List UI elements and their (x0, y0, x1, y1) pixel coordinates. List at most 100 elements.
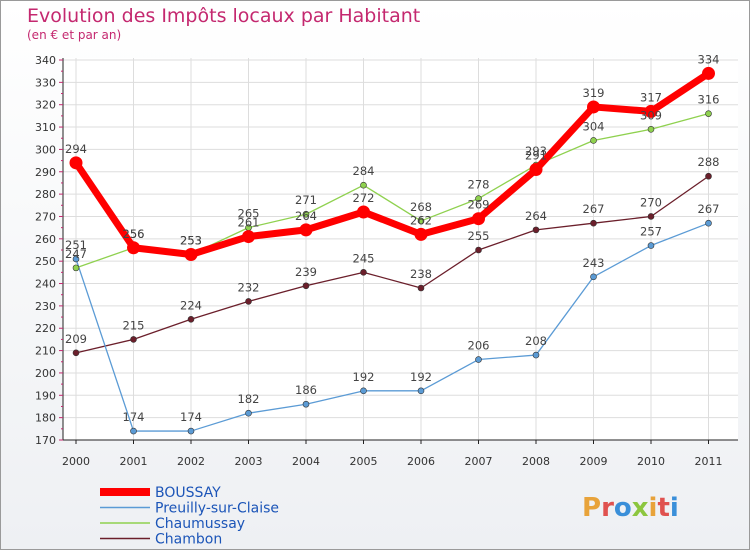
data-point (245, 409, 252, 417)
x-tick-label: 2007 (465, 455, 493, 468)
x-tick-label: 2011 (695, 455, 723, 468)
logo-letter: r (601, 493, 614, 523)
data-point (187, 427, 195, 435)
y-tick-label: 220 (35, 322, 56, 335)
y-tick-label: 280 (35, 188, 56, 201)
proxiti-logo: Proxiti (582, 493, 679, 523)
data-label: 257 (640, 225, 662, 239)
data-label: 293 (525, 144, 547, 158)
data-label: 247 (65, 247, 87, 261)
data-label: 174 (123, 410, 145, 424)
data-point (417, 387, 425, 395)
data-point (644, 104, 658, 118)
x-tick-label: 2000 (62, 455, 90, 468)
y-tick-label: 170 (35, 434, 56, 447)
data-label: 174 (180, 410, 202, 424)
data-point (299, 223, 313, 237)
data-label: 265 (238, 207, 260, 221)
data-label: 232 (238, 280, 260, 294)
data-label: 268 (410, 200, 432, 214)
series-line-chambon (75, 175, 710, 354)
y-tick-label: 270 (35, 210, 56, 223)
data-point (360, 181, 367, 189)
logo-letter: t (657, 493, 669, 523)
y-tick-label: 190 (35, 389, 56, 402)
data-point (705, 172, 712, 180)
data-point (702, 66, 715, 80)
data-label: 284 (353, 164, 375, 178)
data-point (647, 213, 655, 220)
data-label: 271 (295, 193, 317, 207)
data-point (587, 100, 600, 114)
data-label: 255 (468, 229, 490, 243)
data-label: 253 (180, 233, 202, 247)
x-tick-label: 2001 (120, 455, 148, 468)
data-point (532, 226, 540, 234)
x-tick-label: 2010 (637, 455, 665, 468)
data-label: 192 (353, 370, 375, 384)
data-point (245, 298, 252, 305)
data-label: 267 (698, 202, 720, 216)
data-point (184, 247, 198, 261)
y-tick-label: 210 (35, 345, 56, 358)
data-label: 317 (640, 90, 662, 104)
data-label: 272 (353, 191, 375, 205)
data-label: 192 (410, 370, 432, 384)
data-point (72, 264, 80, 272)
data-label: 206 (468, 339, 490, 353)
data-label: 256 (123, 227, 145, 241)
logo-letter: i (649, 493, 658, 523)
data-point (187, 315, 195, 323)
legend-entry: Preuilly-sur-Claise (155, 501, 279, 517)
data-label: 288 (698, 155, 720, 169)
data-point (130, 336, 137, 343)
data-label: 261 (238, 216, 260, 230)
data-point (357, 205, 370, 219)
data-point (532, 351, 540, 359)
data-point (302, 210, 310, 218)
data-label: 251 (65, 238, 87, 252)
data-label: 304 (583, 119, 605, 133)
data-label: 253 (180, 233, 202, 247)
logo-letter: o (614, 493, 632, 523)
y-tick-label: 200 (35, 367, 56, 380)
logo-letter: i (670, 493, 679, 523)
x-tick-label: 2003 (235, 455, 263, 468)
data-point (72, 349, 80, 357)
data-point (302, 282, 310, 290)
data-point (130, 427, 137, 435)
x-tick-label: 2005 (350, 455, 378, 468)
chart-title: Evolution des Impôts locaux par Habitant (27, 5, 420, 27)
data-point (590, 137, 597, 144)
y-tick-label: 340 (35, 54, 56, 67)
y-tick-label: 260 (35, 233, 56, 246)
data-point (647, 242, 655, 249)
data-label: 186 (295, 383, 317, 397)
plot-area (63, 58, 738, 440)
data-label: 270 (640, 195, 662, 209)
y-tick-label: 300 (35, 143, 56, 156)
data-label: 238 (410, 267, 432, 281)
logo-letter: P (582, 493, 601, 523)
grid (63, 58, 738, 441)
legend-entry: Chaumussay (155, 516, 245, 532)
x-tick-label: 2008 (522, 455, 550, 468)
data-point (417, 284, 425, 292)
data-point (590, 273, 597, 281)
data-point (472, 212, 485, 226)
y-tick-label: 230 (35, 300, 56, 313)
data-label: 264 (525, 209, 547, 223)
logo-text: Proxiti (582, 493, 679, 523)
y-tick-label: 180 (35, 412, 56, 425)
legend: BOUSSAYPreuilly-sur-ClaiseChaumussayCham… (100, 485, 279, 548)
data-point (647, 125, 655, 133)
data-point (417, 217, 425, 225)
data-point (705, 110, 712, 117)
data-label: 182 (238, 392, 260, 406)
data-label: 334 (698, 52, 720, 66)
data-label: 319 (583, 86, 605, 100)
data-label: 267 (583, 202, 605, 216)
data-label: 262 (410, 213, 432, 227)
y-tick-label: 310 (35, 121, 56, 134)
